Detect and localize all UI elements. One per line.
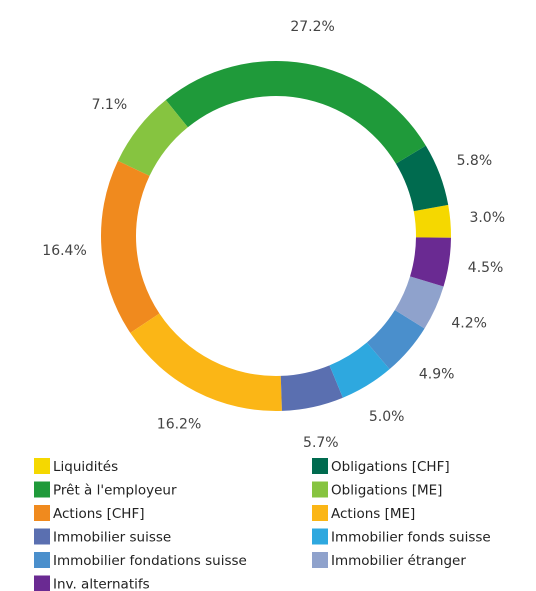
legend-label: Immobilier étranger	[331, 553, 466, 569]
legend-label: Obligations [CHF]	[331, 459, 450, 475]
data-label: 16.2%	[157, 417, 201, 433]
donut-segment	[329, 342, 390, 398]
donut-segment	[280, 365, 343, 411]
legend-swatch	[34, 505, 50, 521]
donut-segment	[165, 60, 426, 164]
legend-label: Immobilier suisse	[53, 530, 171, 546]
donut-segment	[117, 100, 188, 176]
donut-segment	[130, 313, 282, 411]
legend-swatch	[34, 481, 50, 498]
legend-swatch	[34, 458, 50, 474]
donut-segment	[100, 160, 160, 333]
legend-swatch	[312, 458, 328, 474]
data-label: 4.5%	[468, 260, 504, 276]
data-label: 5.8%	[457, 153, 493, 169]
legend-swatch	[34, 552, 50, 568]
data-label: 16.4%	[42, 243, 86, 259]
data-label: 4.2%	[451, 315, 487, 331]
donut-segment	[394, 276, 444, 329]
donut-segment	[366, 309, 425, 370]
legend-swatch	[34, 528, 50, 545]
data-label: 5.0%	[369, 409, 405, 425]
legend-label: Actions [CHF]	[53, 506, 144, 522]
legend-swatch	[34, 575, 50, 591]
legend-label: Actions [ME]	[331, 506, 415, 522]
data-label: 7.1%	[92, 97, 128, 113]
legend-swatch	[312, 481, 328, 498]
legend-label: Obligations [ME]	[331, 483, 442, 499]
legend-label: Immobilier fonds suisse	[331, 530, 491, 546]
data-label: 27.2%	[290, 19, 334, 35]
data-label: 3.0%	[469, 210, 505, 226]
donut-segment	[395, 145, 449, 212]
legend-swatch	[312, 552, 328, 568]
legend-label: Inv. alternatifs	[53, 577, 150, 591]
legend-swatch	[312, 505, 328, 521]
legend-label: Liquidités	[53, 459, 118, 475]
legend-label: Prêt à l'employeur	[53, 483, 177, 499]
donut-segment	[410, 237, 451, 287]
legend-label: Immobilier fondations suisse	[53, 553, 247, 569]
legend-swatch	[312, 528, 328, 545]
donut-segment	[413, 204, 452, 238]
data-label: 4.9%	[419, 366, 455, 382]
data-label: 5.7%	[303, 435, 339, 451]
